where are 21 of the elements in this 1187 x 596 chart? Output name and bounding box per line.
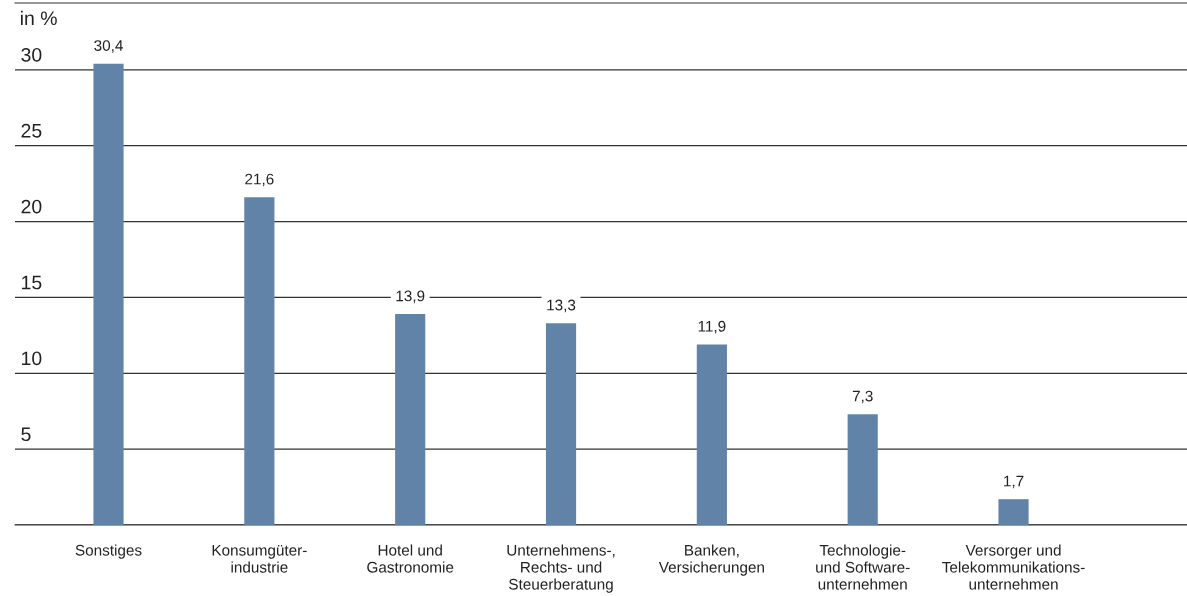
y-tick-label: 10 bbox=[22, 351, 42, 366]
y-tick-label: 15 bbox=[22, 275, 42, 290]
data-label: 21,6 bbox=[245, 173, 274, 187]
data-label: 1,7 bbox=[1004, 475, 1024, 489]
x-tick-label: Konsumgüter- industrie bbox=[212, 545, 307, 573]
x-tick-label: Technologie- und Software- unternehmen bbox=[816, 544, 910, 590]
y-tick-label: 25 bbox=[21, 123, 42, 138]
data-label: 30,4 bbox=[94, 40, 123, 53]
y-tick-label: 5 bbox=[21, 427, 31, 442]
y-tick-label: 30 bbox=[21, 47, 42, 62]
x-tick-label: Hotel und Gastronomie bbox=[367, 544, 454, 573]
x-tick-label: Banken, Versicherungen bbox=[658, 544, 764, 576]
y-axis-title: in % bbox=[20, 10, 57, 26]
data-label: 11,9 bbox=[698, 320, 726, 334]
x-tick-label: Sonstiges bbox=[75, 544, 142, 559]
y-tick-label: 20 bbox=[21, 199, 42, 214]
x-tick-label: Versorger und Telekommunikations- unternehmen bbox=[942, 544, 1085, 590]
data-label: 7,3 bbox=[852, 390, 873, 404]
data-label: 13,9 bbox=[396, 290, 425, 304]
x-tick-label: Unternehmens-, Rechts- und Steuerberatung bbox=[507, 544, 615, 593]
data-label: 13,3 bbox=[547, 299, 576, 313]
